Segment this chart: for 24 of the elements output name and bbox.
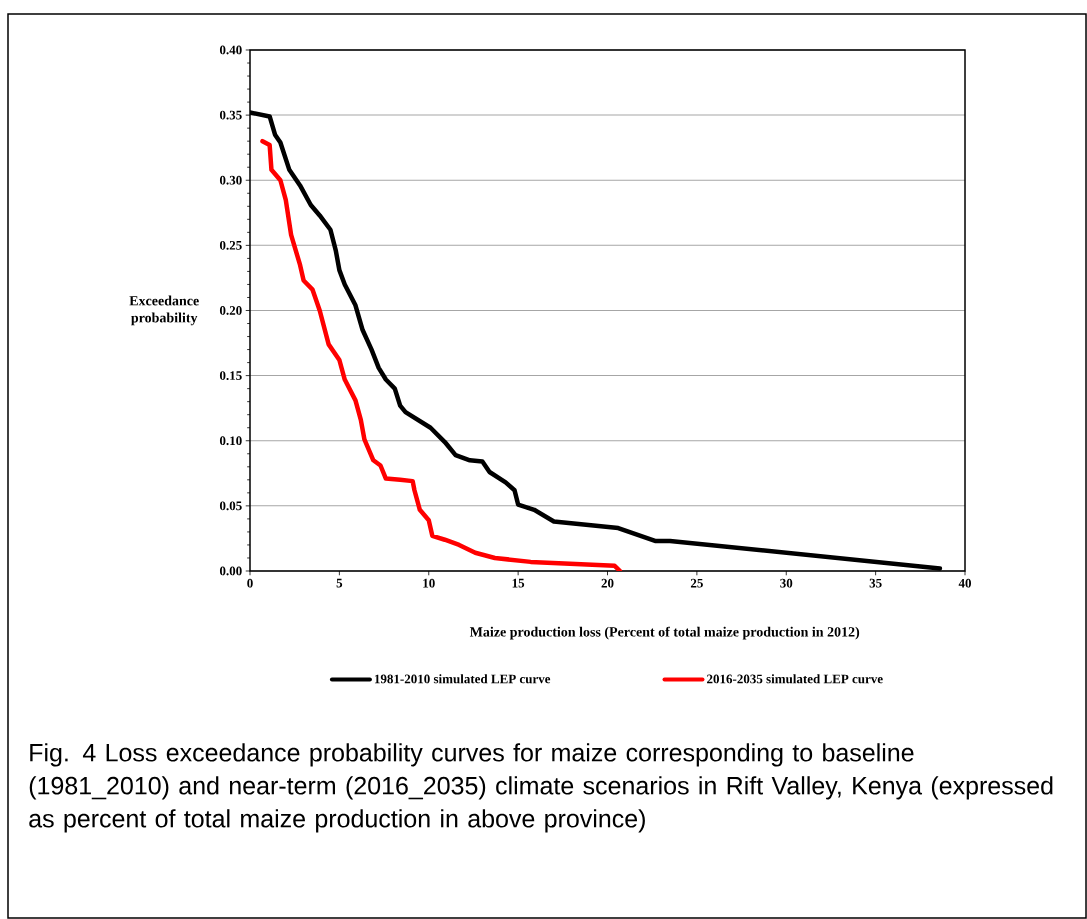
y-tick-label: 0.00 bbox=[219, 566, 242, 576]
x-tick-label: 15 bbox=[512, 578, 525, 588]
legend-label: 2016-2035 simulated LEP curve bbox=[707, 674, 883, 684]
x-tick-label: 20 bbox=[601, 578, 614, 588]
x-tick-label: 5 bbox=[336, 578, 343, 588]
caption: Fig. 4 Loss exceedance probability curves for maize corresponding to baseline (1981_2010) and near-term (2016_2035) climate scenarios in Rift Valley, Kenya (expressed as percent of total maize production in above province) bbox=[29, 743, 1053, 833]
y-axis-title: Exceedance probability bbox=[129, 295, 199, 326]
x-tick-label: 0 bbox=[247, 578, 253, 588]
line-series bbox=[260, 138, 623, 571]
x-tick-label: 35 bbox=[869, 578, 882, 588]
y-tick-label: 0.25 bbox=[219, 240, 242, 250]
x-tick-label: 25 bbox=[690, 578, 703, 588]
y-tick-label: 0.35 bbox=[219, 110, 242, 120]
x-tick-label: 30 bbox=[780, 578, 793, 588]
y-tick-label: 0.15 bbox=[219, 371, 242, 381]
x-axis-title: Maize production loss (Percent of total maize production in 2012) bbox=[469, 626, 860, 640]
x-tick-label: 40 bbox=[958, 578, 972, 588]
x-tick-label: 10 bbox=[423, 578, 435, 588]
y-tick-label: 0.30 bbox=[219, 175, 242, 185]
y-tick-label: 0.05 bbox=[219, 501, 242, 511]
y-tick-label: 0.10 bbox=[219, 436, 242, 446]
y-tick-label: 0.20 bbox=[219, 306, 242, 315]
y-tick-label: 0.40 bbox=[219, 45, 242, 55]
legend-label: 1981-2010 simulated LEP curve bbox=[374, 674, 551, 684]
